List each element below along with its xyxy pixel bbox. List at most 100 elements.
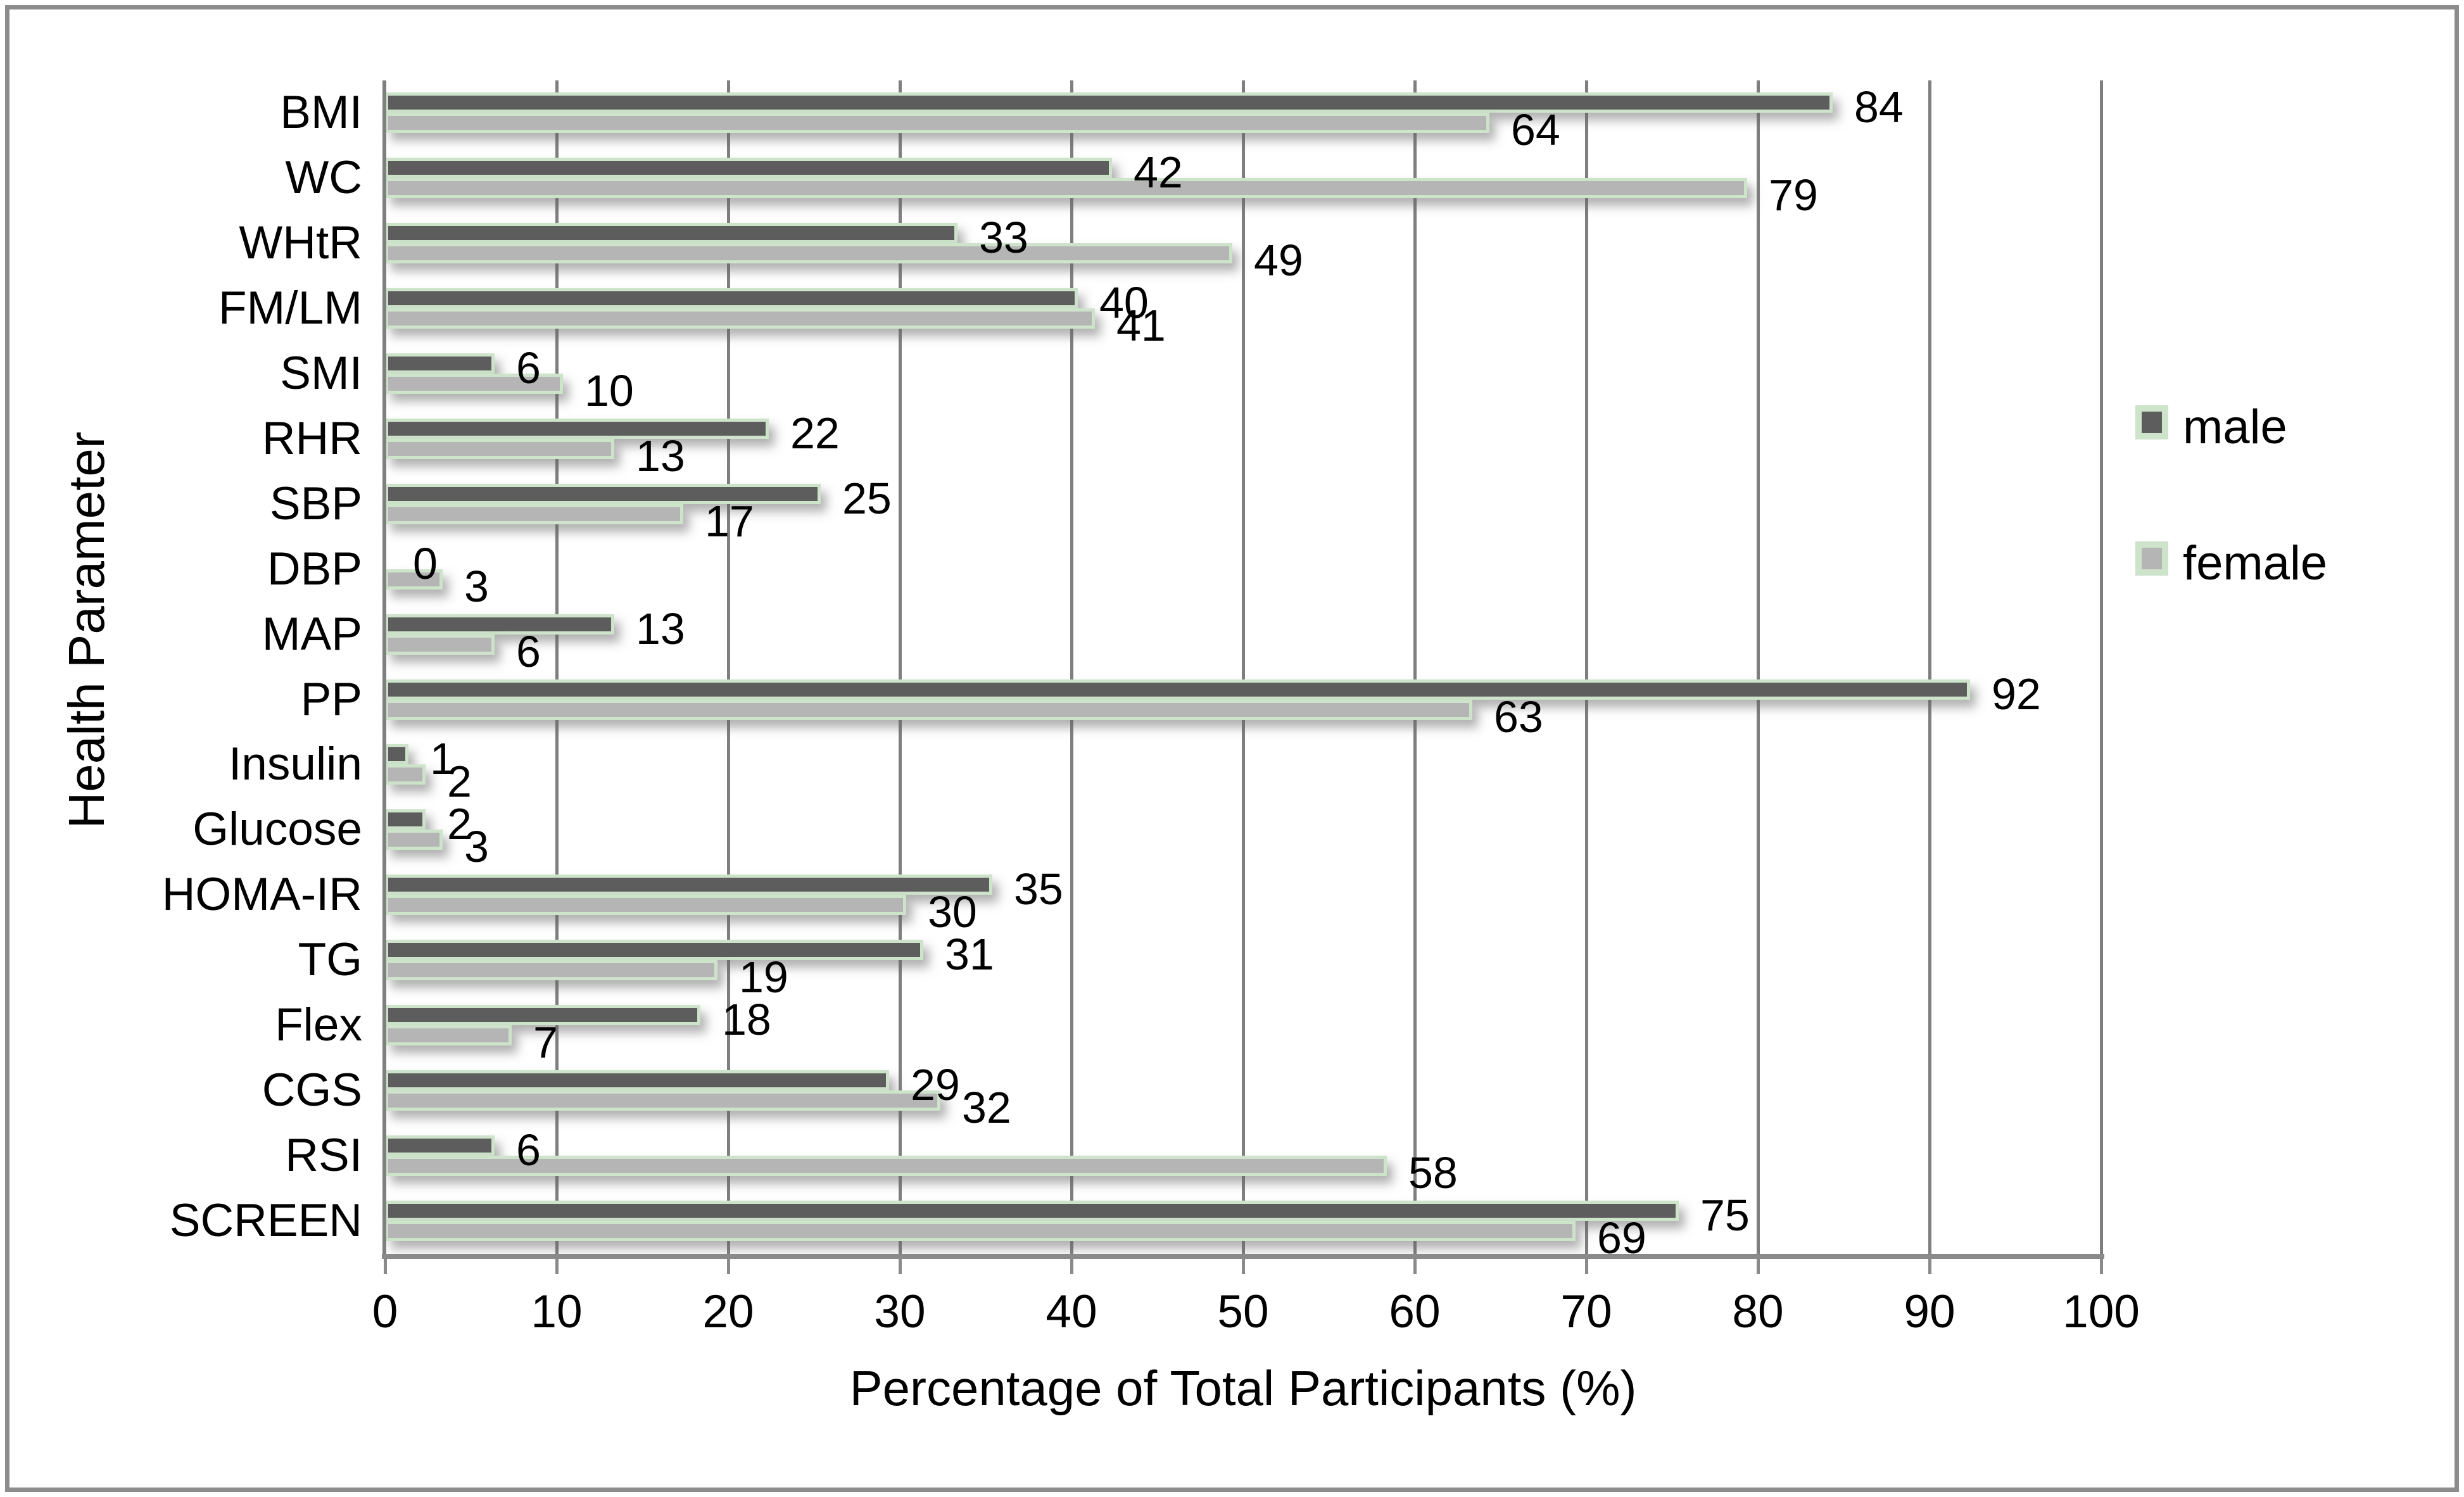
x-tick-label-30: 30 — [874, 1286, 926, 1337]
bar-male-Flex — [385, 1005, 700, 1025]
category-label-WHtR: WHtR — [239, 217, 362, 268]
value-label-male-SMI: 6 — [516, 343, 541, 393]
bar-male-RSI — [385, 1135, 495, 1156]
x-tick-20 — [727, 1259, 730, 1274]
bar-male-Glucose — [385, 809, 426, 830]
category-label-Glucose: Glucose — [193, 804, 362, 855]
value-label-male-SCREEN: 75 — [1700, 1191, 1750, 1240]
category-label-FM/LM: FM/LM — [218, 282, 362, 334]
bar-female-SBP — [385, 504, 683, 524]
bar-female-RSI — [385, 1156, 1387, 1176]
value-label-female-FM/LM: 41 — [1116, 301, 1166, 350]
x-tick-30 — [899, 1259, 902, 1274]
gridline-80 — [1757, 80, 1760, 1254]
x-tick-50 — [1242, 1259, 1245, 1274]
legend-swatch-female — [2135, 541, 2168, 576]
value-label-female-MAP: 6 — [516, 627, 541, 676]
bar-female-Insulin — [385, 764, 426, 785]
value-label-female-SBP: 17 — [705, 496, 754, 546]
x-axis-title: Percentage of Total Participants (%) — [849, 1360, 1637, 1416]
gridline-70 — [1585, 80, 1588, 1254]
value-label-male-FM/LM: 40 — [1099, 278, 1149, 327]
value-label-male-RHR: 22 — [790, 408, 840, 458]
legend-label-female: female — [2183, 536, 2328, 590]
x-tick-label-100: 100 — [2063, 1286, 2140, 1337]
value-label-female-WC: 79 — [1769, 170, 1818, 220]
value-label-female-PP: 63 — [1494, 692, 1543, 742]
value-label-male-CGS: 29 — [911, 1060, 960, 1109]
x-tick-label-90: 90 — [1904, 1286, 1955, 1337]
bar-female-SMI — [385, 374, 563, 394]
bar-male-SBP — [385, 484, 821, 504]
x-tick-label-10: 10 — [531, 1286, 583, 1337]
bar-female-Glucose — [385, 830, 443, 850]
x-tick-90 — [1928, 1259, 1931, 1274]
category-label-Insulin: Insulin — [228, 738, 362, 790]
value-label-male-RSI: 6 — [516, 1125, 541, 1175]
x-tick-label-60: 60 — [1389, 1286, 1441, 1337]
x-tick-40 — [1070, 1259, 1073, 1274]
x-tick-60 — [1413, 1259, 1417, 1274]
chart-figure: 0 10 20 30 40 50 60 70 80 90 100 BMI 84 64 WC 42 79 WHtR 3… — [5, 5, 2459, 1492]
value-label-female-HOMA-IR: 30 — [928, 887, 977, 937]
y-axis — [382, 80, 386, 1259]
gridline-40 — [1070, 80, 1073, 1254]
x-tick-label-50: 50 — [1217, 1286, 1269, 1337]
value-label-male-WC: 42 — [1134, 148, 1183, 197]
gridline-30 — [899, 80, 902, 1254]
value-label-female-SCREEN: 69 — [1597, 1213, 1646, 1263]
value-label-female-RSI: 58 — [1408, 1148, 1458, 1197]
bar-female-FM/LM — [385, 308, 1095, 329]
value-label-male-BMI: 84 — [1854, 82, 1904, 132]
bar-female-TG — [385, 960, 717, 980]
x-tick-label-70: 70 — [1560, 1286, 1612, 1337]
bar-male-MAP — [385, 614, 614, 635]
bar-female-RHR — [385, 439, 614, 459]
bar-male-WHtR — [385, 223, 957, 243]
category-label-SBP: SBP — [269, 478, 362, 529]
value-label-female-Flex: 7 — [533, 1018, 558, 1067]
category-label-CGS: CGS — [262, 1064, 362, 1116]
gridline-90 — [1928, 80, 1931, 1254]
category-label-SMI: SMI — [280, 348, 362, 399]
plot-area: 0 10 20 30 40 50 60 70 80 90 100 BMI 84 64 WC 42 79 WHtR 3… — [9, 9, 2455, 1488]
bar-male-Insulin — [385, 744, 408, 764]
bar-female-MAP — [385, 635, 495, 655]
gridline-20 — [727, 80, 730, 1254]
value-label-male-Glucose: 2 — [447, 799, 472, 849]
value-label-male-MAP: 13 — [636, 604, 685, 654]
value-label-female-TG: 19 — [739, 952, 788, 1002]
bar-male-WC — [385, 158, 1112, 178]
x-axis — [382, 1254, 2104, 1259]
value-label-female-CGS: 32 — [962, 1083, 1011, 1132]
category-label-WC: WC — [285, 152, 362, 203]
gridline-100 — [2100, 80, 2103, 1254]
value-label-male-WHtR: 33 — [979, 213, 1028, 262]
value-label-male-Flex: 18 — [722, 995, 771, 1044]
category-label-HOMA-IR: HOMA-IR — [161, 869, 362, 920]
value-label-female-BMI: 64 — [1511, 105, 1560, 155]
x-tick-70 — [1585, 1259, 1588, 1274]
bar-male-HOMA-IR — [385, 875, 992, 895]
gridline-10 — [555, 80, 559, 1254]
value-label-male-DBP: 0 — [413, 539, 438, 588]
x-tick-100 — [2100, 1259, 2103, 1274]
value-label-female-DBP: 3 — [464, 562, 489, 611]
category-label-BMI: BMI — [280, 87, 362, 138]
bar-female-SCREEN — [385, 1221, 1576, 1241]
bar-male-SMI — [385, 353, 495, 374]
value-label-female-Insulin: 2 — [447, 757, 472, 806]
legend-label-male: male — [2183, 400, 2287, 454]
category-label-TG: TG — [298, 934, 362, 985]
gridline-50 — [1242, 80, 1245, 1254]
x-tick-80 — [1757, 1259, 1760, 1274]
x-tick-label-40: 40 — [1046, 1286, 1097, 1337]
category-label-Flex: Flex — [275, 999, 362, 1051]
value-label-female-WHtR: 49 — [1254, 236, 1303, 285]
category-label-RSI: RSI — [285, 1130, 362, 1181]
bar-male-FM/LM — [385, 288, 1078, 308]
x-tick-label-80: 80 — [1732, 1286, 1784, 1337]
value-label-male-HOMA-IR: 35 — [1014, 864, 1063, 914]
category-label-RHR: RHR — [262, 413, 362, 464]
x-tick-10 — [555, 1259, 559, 1274]
